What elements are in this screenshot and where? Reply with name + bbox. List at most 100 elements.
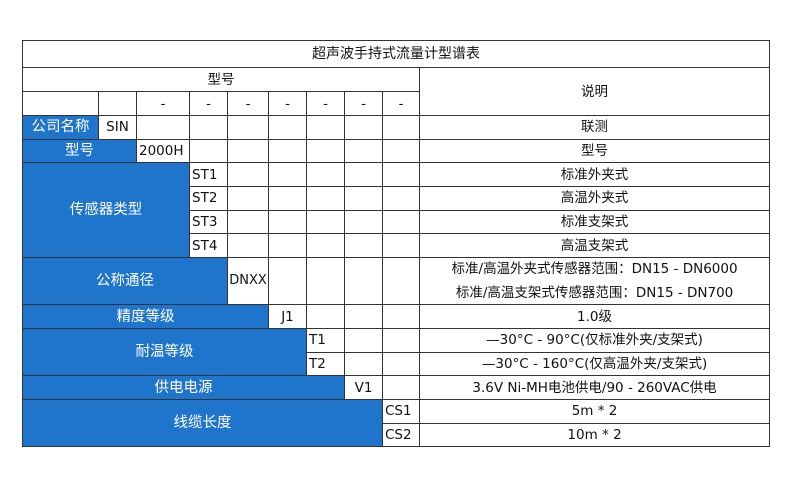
cable-desc: 10m * 2 — [418, 422, 771, 448]
cable-code: CS2 — [382, 422, 420, 448]
empty-cell — [227, 186, 269, 211]
temperature-desc: —30°C - 160°C(仅高温外夹/支架式) — [418, 351, 771, 377]
model-label: 型号 — [22, 138, 137, 164]
sensor-desc: 高温外夹式 — [418, 186, 771, 211]
empty-cell — [344, 351, 383, 377]
empty-cell — [136, 115, 190, 140]
empty-cell — [189, 138, 228, 164]
dash: - — [344, 91, 383, 116]
empty-cell — [268, 162, 307, 188]
empty-cell — [382, 233, 420, 259]
empty-cell — [306, 162, 345, 188]
cable-code: CS1 — [382, 399, 420, 424]
empty-cell — [382, 186, 420, 211]
empty-cell — [382, 328, 420, 353]
empty-cell — [227, 115, 269, 140]
sensor-desc: 标准支架式 — [418, 209, 771, 235]
sensor-code: ST3 — [189, 209, 228, 235]
empty-cell — [382, 257, 420, 306]
empty-cell — [344, 304, 383, 329]
empty-cell — [268, 257, 307, 306]
empty-cell — [98, 91, 137, 116]
empty-cell — [227, 162, 269, 188]
model-spectrum-table: 超声波手持式流量计型谱表 型号 说明 - - - - - - - 公司名称 SI… — [21, 40, 771, 448]
empty-cell — [306, 209, 345, 235]
empty-cell — [227, 138, 269, 164]
sensor-desc: 标准外夹式 — [418, 162, 771, 188]
dash: - — [382, 91, 420, 116]
empty-cell — [344, 209, 383, 235]
empty-cell — [344, 186, 383, 211]
cable-row: 线缆长度 CS1 5m * 2 — [22, 399, 771, 448]
empty-cell — [382, 351, 420, 377]
power-desc: 3.6V Ni-MH电池供电/90 - 260VAC供电 — [418, 375, 771, 401]
empty-cell — [268, 186, 307, 211]
empty-cell — [268, 138, 307, 164]
cable-row: CS2 10m * 2 — [23, 422, 771, 448]
accuracy-desc: 1.0级 — [418, 304, 771, 329]
diameter-code: DNXX — [227, 257, 269, 306]
empty-cell — [306, 233, 345, 259]
empty-cell — [344, 115, 383, 140]
empty-cell — [344, 328, 383, 353]
sensor-desc: 高温支架式 — [418, 233, 771, 259]
diameter-label: 公称通径 — [22, 257, 228, 306]
company-desc: 联测 — [418, 115, 771, 140]
model-header: 型号 — [22, 67, 420, 92]
sensor-row: ST2 高温外夹式 — [23, 186, 771, 211]
company-row: 公司名称 SIN 联测 — [22, 115, 771, 140]
dash: - — [268, 91, 307, 116]
empty-cell — [344, 138, 383, 164]
power-code: V1 — [344, 375, 383, 401]
diameter-row: 公称通径 DNXX 标准/高温外夹式传感器范围：DN15 - DN6000 — [22, 257, 771, 306]
empty-cell — [382, 162, 420, 188]
empty-cell — [268, 233, 307, 259]
diameter-desc: 标准/高温支架式传感器范围：DN15 - DN700 — [418, 280, 771, 306]
temperature-row: 耐温等级 T1 —30°C - 90°C(仅标准外夹/支架式) — [22, 327, 771, 377]
empty-cell — [227, 233, 269, 259]
temperature-desc: —30°C - 90°C(仅标准外夹/支架式) — [418, 328, 771, 353]
empty-cell — [344, 233, 383, 259]
empty-cell — [306, 257, 345, 306]
empty-cell — [306, 304, 345, 329]
empty-cell — [306, 138, 345, 164]
temperature-code: T2 — [306, 351, 345, 377]
title-row: 超声波手持式流量计型谱表 — [21, 40, 771, 68]
empty-cell — [382, 138, 420, 164]
dash-row: - - - - - - - — [22, 91, 770, 116]
empty-cell — [382, 375, 420, 401]
cable-desc: 5m * 2 — [418, 399, 771, 424]
empty-cell — [382, 209, 420, 235]
sensor-label: 传感器类型 — [22, 162, 190, 259]
company-code: SIN — [98, 115, 137, 140]
empty-cell — [344, 257, 383, 306]
temperature-code: T1 — [306, 328, 345, 353]
empty-cell — [189, 115, 228, 140]
accuracy-label: 精度等级 — [22, 304, 269, 329]
empty-cell — [306, 186, 345, 211]
sensor-code: ST1 — [189, 162, 228, 188]
model-row: 型号 2000H 型号 — [22, 138, 771, 164]
model-code: 2000H — [136, 138, 190, 164]
table-title: 超声波手持式流量计型谱表 — [21, 40, 771, 68]
sensor-row: ST4 高温支架式 — [23, 233, 771, 259]
diameter-desc: 标准/高温外夹式传感器范围：DN15 - DN6000 — [418, 257, 771, 281]
empty-cell — [268, 209, 307, 235]
diameter-row: 标准/高温支架式传感器范围：DN15 - DN700 — [23, 280, 771, 306]
sensor-row: 传感器类型 ST1 标准外夹式 — [22, 162, 771, 259]
sensor-code: ST4 — [189, 233, 228, 259]
dash: - — [227, 91, 269, 116]
sensor-code: ST2 — [189, 186, 228, 211]
cable-label: 线缆长度 — [22, 399, 383, 448]
empty-cell — [344, 162, 383, 188]
model-desc: 型号 — [418, 138, 771, 164]
empty-cell — [227, 209, 269, 235]
empty-cell — [382, 304, 420, 329]
description-header: 说明 — [418, 67, 771, 116]
empty-cell — [306, 115, 345, 140]
sensor-row: ST3 标准支架式 — [23, 209, 771, 235]
accuracy-code: J1 — [268, 304, 307, 329]
power-row: 供电电源 V1 3.6V Ni-MH电池供电/90 - 260VAC供电 — [22, 375, 771, 401]
dash: - — [136, 91, 190, 116]
accuracy-row: 精度等级 J1 1.0级 — [22, 304, 771, 329]
